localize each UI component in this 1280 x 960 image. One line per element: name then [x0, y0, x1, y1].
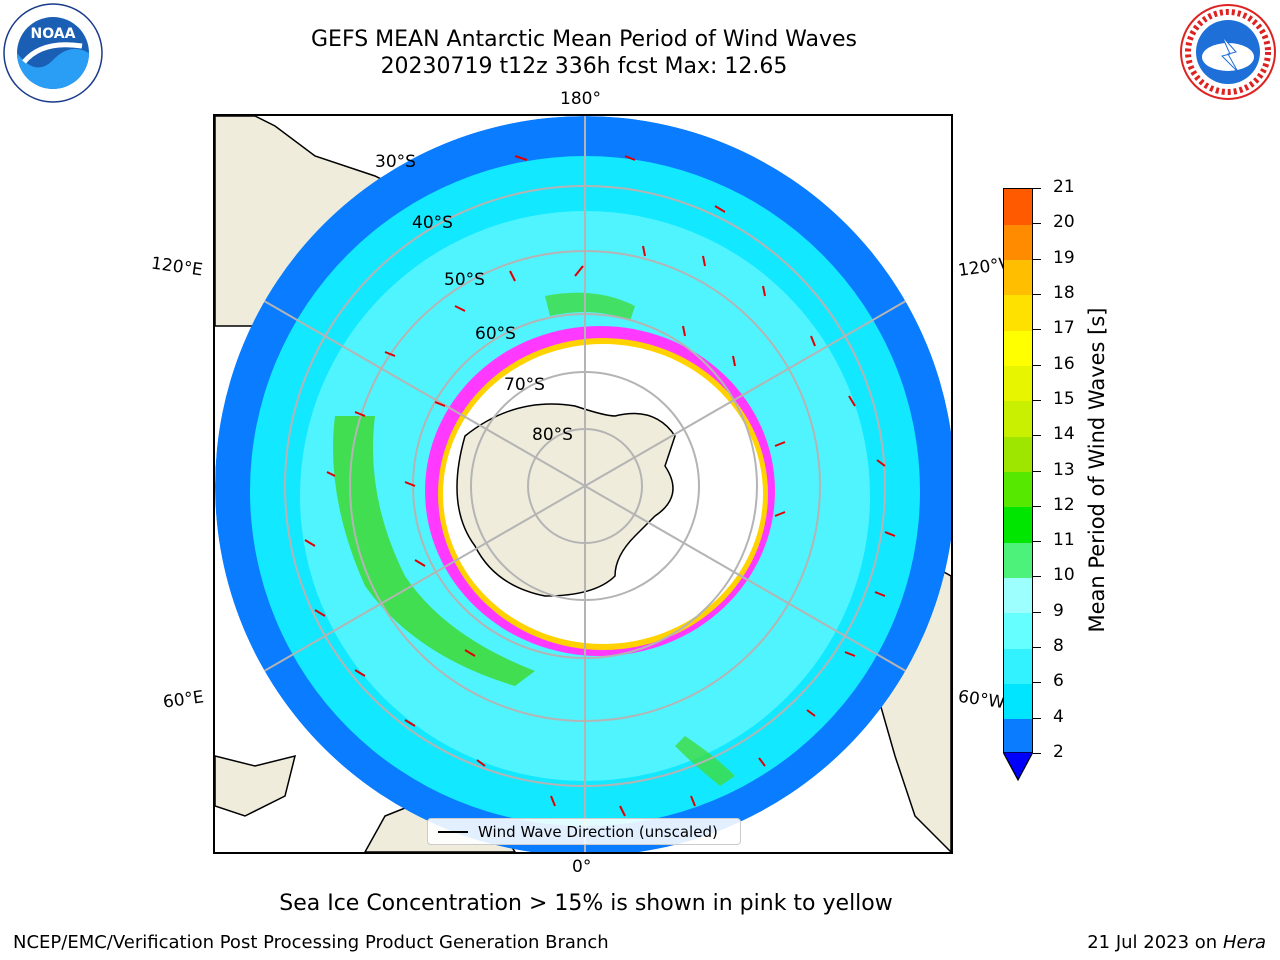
colorbar-tick-mark: [1033, 188, 1041, 189]
chart-subtitle: 20230719 t12z 336h fcst Max: 12.65: [380, 54, 788, 79]
lon-label-0: 0°: [572, 857, 592, 877]
lat-label-40s: 40°S: [412, 213, 453, 233]
colorbar-tick-mark: [1033, 611, 1041, 613]
lon-label-60w: 60°W: [956, 686, 1007, 714]
colorbar-tick-mark: [1033, 505, 1041, 507]
colorbar-segment: [1004, 683, 1032, 720]
colorbar-tick-mark: [1033, 329, 1041, 331]
colorbar-tick-label: 9: [1053, 600, 1064, 621]
colorbar-segment: [1004, 224, 1032, 261]
land-madagascar: [215, 754, 297, 817]
land-antarctica: [456, 403, 676, 597]
wave-period-green-north: [545, 292, 635, 321]
colorbar-segment: [1004, 506, 1032, 543]
colorbar-segment: [1004, 365, 1032, 402]
colorbar-tick-label: 13: [1053, 459, 1075, 480]
colorbar-tick-mark: [1033, 258, 1041, 260]
polar-map: [215, 116, 951, 852]
noaa-logo-text: NOAA: [31, 26, 76, 42]
colorbar-extend-arrow: [1003, 752, 1033, 782]
colorbar-tick-mark: [1033, 364, 1041, 366]
colorbar-tick-label: 21: [1053, 177, 1075, 197]
lat-label-30s: 30°S: [375, 152, 416, 172]
footer-host: Hera: [1222, 932, 1266, 953]
colorbar: [1003, 188, 1033, 755]
sea-ice-note: Sea Ice Concentration > 15% is shown in …: [279, 891, 893, 916]
colorbar-tick-label: 16: [1053, 353, 1075, 374]
colorbar-tick-label: 8: [1053, 636, 1064, 657]
colorbar-label: Mean Period of Wind Waves [s]: [1085, 307, 1109, 633]
legend-line-sample: [438, 831, 468, 833]
wind-arrows: [304, 155, 896, 817]
colorbar-tick-label: 10: [1053, 565, 1075, 586]
colorbar-tick-mark: [1033, 541, 1041, 543]
colorbar-tick-mark: [1033, 753, 1041, 754]
lon-label-120e: 120°E: [149, 253, 204, 281]
noaa-logo: NOAA: [3, 3, 103, 103]
legend-label: Wind Wave Direction (unscaled): [478, 823, 718, 841]
colorbar-segment: [1004, 577, 1032, 614]
chart-title: GEFS MEAN Antarctic Mean Period of Wind …: [311, 27, 857, 52]
lat-label-60s: 60°S: [475, 324, 516, 344]
colorbar-segment: [1004, 471, 1032, 508]
colorbar-tick-label: 17: [1053, 318, 1075, 339]
lon-label-180: 180°: [560, 89, 601, 109]
colorbar-tick-mark: [1033, 293, 1041, 295]
colorbar-tick-label: 2: [1053, 742, 1064, 762]
graticule: [215, 116, 951, 852]
colorbar-segment: [1004, 189, 1032, 225]
colorbar-tick-label: 19: [1053, 247, 1075, 268]
nws-logo: [1180, 4, 1276, 100]
colorbar-segment: [1004, 648, 1032, 684]
colorbar-tick-mark: [1033, 682, 1041, 684]
lon-label-60e: 60°E: [161, 687, 206, 713]
map-panel: [213, 114, 953, 854]
colorbar-tick-mark: [1033, 717, 1041, 719]
colorbar-segment: [1004, 436, 1032, 472]
colorbar-tick-mark: [1033, 647, 1041, 649]
lat-label-50s: 50°S: [444, 270, 485, 290]
colorbar-tick-label: 6: [1053, 671, 1064, 692]
colorbar-tick-mark: [1033, 470, 1041, 472]
footer-credit: NCEP/EMC/Verification Post Processing Pr…: [13, 932, 609, 953]
colorbar-tick-mark: [1033, 435, 1041, 437]
colorbar-segment: [1004, 294, 1032, 331]
colorbar-tick-label: 12: [1053, 494, 1075, 515]
lat-label-80s: 80°S: [532, 425, 573, 445]
colorbar-tick-label: 11: [1053, 530, 1075, 551]
colorbar-tick-label: 4: [1053, 706, 1064, 727]
colorbar-tick-label: 18: [1053, 282, 1075, 303]
legend: Wind Wave Direction (unscaled): [427, 818, 741, 845]
colorbar-segment: [1004, 330, 1032, 367]
colorbar-tick-mark: [1033, 576, 1041, 578]
colorbar-segment: [1004, 400, 1032, 437]
colorbar-segment: [1004, 612, 1032, 649]
lat-label-70s: 70°S: [504, 375, 545, 395]
colorbar-tick-mark: [1033, 223, 1041, 225]
colorbar-tick-label: 20: [1053, 212, 1075, 233]
colorbar-segment: [1004, 718, 1032, 755]
footer-date-text: 21 Jul 2023 on: [1087, 932, 1223, 953]
colorbar-segment: [1004, 542, 1032, 578]
colorbar-tick-mark: [1033, 399, 1041, 401]
colorbar-tick-label: 15: [1053, 388, 1075, 409]
colorbar-tick-label: 14: [1053, 424, 1075, 445]
colorbar-segment: [1004, 259, 1032, 296]
footer-date: 21 Jul 2023 on Hera: [1087, 932, 1266, 953]
